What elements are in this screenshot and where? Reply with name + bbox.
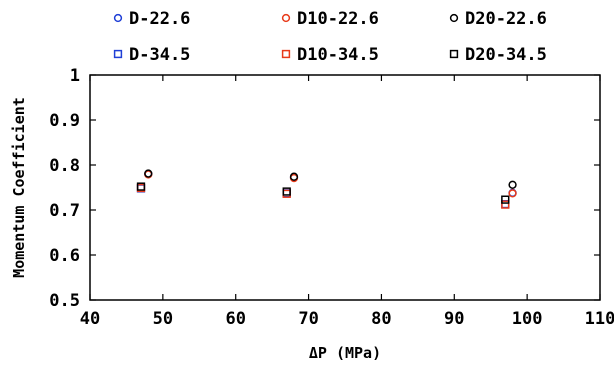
legend-label: D-22.6	[129, 9, 190, 29]
x-tick-label: 70	[298, 309, 318, 329]
legend: D-22.6 D10-22.6 D20-22.6 D-34.5 D10-34.5 D20-…	[113, 9, 547, 65]
y-tick-label: 0.6	[49, 246, 80, 266]
y-tick-label: 1	[70, 66, 80, 86]
legend-item: D20-34.5	[449, 45, 547, 65]
x-tick-label: 50	[153, 309, 173, 329]
legend-label: D-34.5	[129, 45, 190, 65]
legend-label: D20-22.6	[465, 9, 547, 29]
legend-label: D10-34.5	[297, 45, 379, 65]
y-tick-label: 0.5	[49, 291, 80, 311]
axis-ticks: 40 50 60 70 80 90 100 110 0.5 0.6 0.7 0.8 0.9 1	[49, 66, 614, 329]
y-tick-label: 0.7	[49, 201, 80, 221]
data-point-D10-22.6	[508, 189, 517, 198]
y-tick-label: 0.8	[49, 156, 80, 176]
data-point-D10-34.5	[501, 200, 510, 209]
x-tick-label: 60	[225, 309, 245, 329]
plot-area-frame	[89, 74, 601, 301]
y-tick-label: 0.9	[49, 111, 80, 131]
data-point-D20-22.6	[289, 172, 299, 181]
data-point-D20-22.6	[508, 180, 517, 189]
data-point-D20-34.5	[136, 182, 146, 191]
legend-label: D20-34.5	[465, 45, 547, 65]
legend-marker	[449, 49, 459, 59]
legend-item: D10-22.6	[281, 9, 379, 29]
x-axis-title: ΔP (MPa)	[309, 344, 381, 362]
legend-marker	[281, 13, 291, 23]
x-tick-label: 40	[80, 309, 100, 329]
x-tick-label: 80	[371, 309, 391, 329]
data-point-D20-34.5	[282, 187, 291, 196]
x-tick-label: 90	[444, 309, 464, 329]
legend-item: D-22.6	[113, 9, 190, 29]
data-point-D20-34.5	[501, 195, 510, 204]
legend-marker	[113, 13, 123, 23]
legend-marker	[113, 49, 123, 59]
y-axis-title: Momentum Coefficient	[10, 97, 28, 278]
legend-marker	[449, 13, 459, 23]
data-point-D20-22.6	[144, 169, 153, 178]
legend-item: D-34.5	[113, 45, 190, 65]
x-tick-label: 100	[512, 309, 543, 329]
data-markers	[136, 169, 517, 209]
legend-label: D10-22.6	[297, 9, 379, 29]
legend-marker	[281, 49, 291, 59]
x-tick-label: 110	[585, 309, 614, 329]
legend-item: D20-22.6	[449, 9, 547, 29]
legend-item: D10-34.5	[281, 45, 379, 65]
